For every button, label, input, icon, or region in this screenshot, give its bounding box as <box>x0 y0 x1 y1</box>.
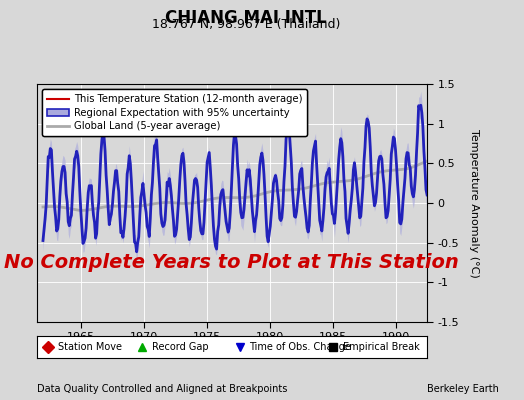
Text: Berkeley Earth: Berkeley Earth <box>427 384 499 394</box>
Text: 18.767 N, 98.967 E (Thailand): 18.767 N, 98.967 E (Thailand) <box>152 18 341 31</box>
Text: Time of Obs. Change: Time of Obs. Change <box>249 342 351 352</box>
Legend: This Temperature Station (12-month average), Regional Expectation with 95% uncer: This Temperature Station (12-month avera… <box>42 89 307 136</box>
Text: Empirical Break: Empirical Break <box>343 342 420 352</box>
Text: Data Quality Controlled and Aligned at Breakpoints: Data Quality Controlled and Aligned at B… <box>37 384 287 394</box>
Text: Station Move: Station Move <box>58 342 122 352</box>
Text: No Complete Years to Plot at This Station: No Complete Years to Plot at This Statio… <box>5 253 459 272</box>
Text: Record Gap: Record Gap <box>152 342 209 352</box>
Y-axis label: Temperature Anomaly (°C): Temperature Anomaly (°C) <box>468 129 478 277</box>
Text: CHIANG MAI INTL: CHIANG MAI INTL <box>166 9 327 27</box>
